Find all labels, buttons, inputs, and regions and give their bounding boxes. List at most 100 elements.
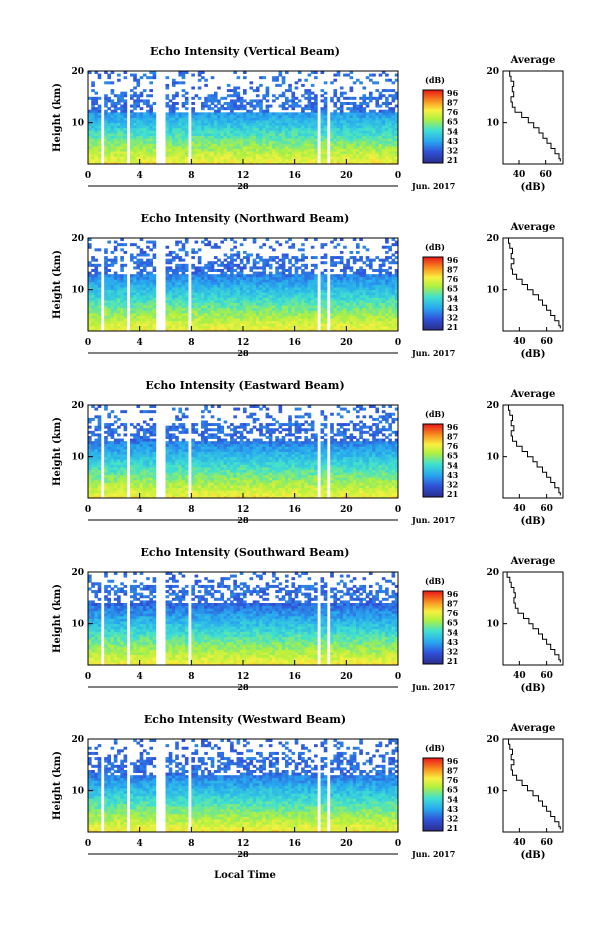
heatmap-cell [323, 318, 328, 322]
heatmap-cell [252, 107, 257, 111]
heatmap-cell [339, 122, 344, 126]
heatmap-cell [336, 243, 341, 247]
heatmap-cell [301, 83, 305, 87]
heatmap-cell [320, 243, 325, 247]
heatmap-cell [239, 292, 244, 296]
heatmap-cell [310, 294, 315, 298]
heatmap-cell [123, 250, 128, 254]
heatmap-cell [252, 140, 257, 144]
heatmap-cell [304, 320, 308, 324]
heatmap-cell [323, 138, 328, 142]
heatmap-cell [333, 161, 338, 165]
heatmap-cell [339, 148, 344, 152]
heatmap-cell [207, 127, 212, 131]
heatmap-cell [336, 294, 341, 298]
heatmap-cell [388, 292, 392, 296]
heatmap-cell [323, 81, 328, 85]
heatmap-cell [233, 112, 237, 116]
heatmap-cell [294, 156, 299, 160]
heatmap-cell [281, 148, 286, 152]
heatmap-cell [323, 256, 328, 260]
heatmap-cell [149, 71, 153, 74]
heatmap-cell [88, 323, 92, 327]
heatmap-cell [91, 325, 95, 329]
heatmap-cell [385, 305, 389, 309]
heatmap-cell [239, 312, 244, 316]
x-tick-label: 20 [340, 171, 353, 181]
heatmap-cell [184, 279, 189, 283]
heatmap-cell [385, 294, 389, 298]
heatmap-cell [323, 153, 328, 157]
heatmap-cell [288, 289, 292, 293]
heatmap-cell [381, 245, 386, 249]
heatmap-cell [339, 279, 344, 283]
heatmap-cell [352, 151, 357, 155]
heatmap-cell [181, 145, 186, 149]
heatmap-cell [352, 107, 357, 111]
heatmap-cell [259, 130, 263, 134]
x-tick-label: 8 [188, 171, 194, 181]
heatmap-cell [349, 269, 354, 272]
heatmap-cell [336, 138, 341, 142]
heatmap-cell [265, 127, 270, 131]
heatmap-cell [217, 287, 221, 291]
heatmap-cell [352, 284, 357, 288]
heatmap-cell [359, 96, 363, 100]
heatmap-cell [394, 120, 399, 124]
heatmap-cell [197, 127, 202, 131]
heatmap-cell [323, 300, 328, 303]
heatmap-cell [304, 112, 308, 116]
heatmap-cell [207, 328, 212, 332]
heatmap-cell [239, 279, 244, 283]
heatmap-cell [110, 430, 115, 434]
heatmap-cell [94, 438, 99, 442]
heatmap-cell [362, 112, 367, 116]
heatmap-cell [120, 297, 124, 301]
heatmap-cell [175, 135, 179, 139]
heatmap-cell [394, 117, 399, 121]
heatmap-cell [91, 269, 95, 272]
heatmap-cell [201, 292, 205, 296]
heatmap-cell [136, 99, 141, 103]
heatmap-cell [146, 276, 150, 280]
heatmap-cell [136, 148, 141, 152]
heatmap-cell [91, 297, 95, 301]
heatmap-cell [139, 312, 144, 316]
heatmap-cell [97, 469, 102, 473]
heatmap-cell [252, 148, 257, 152]
heatmap-cell [213, 148, 218, 152]
heatmap-cell [97, 477, 102, 481]
heatmap-cell [268, 320, 273, 324]
heatmap-cell [372, 305, 376, 309]
heatmap-cell [252, 292, 257, 296]
heatmap-cell [210, 276, 215, 280]
heatmap-cell [88, 454, 92, 458]
heatmap-cell [233, 148, 237, 152]
heatmap-cell [255, 256, 260, 260]
heatmap-cell [252, 114, 257, 118]
heatmap-cell [113, 328, 118, 332]
heatmap-cell [91, 156, 95, 160]
heatmap-cell [220, 271, 225, 275]
heatmap-cell [175, 161, 179, 165]
heatmap-cell [104, 279, 108, 283]
heatmap-cell [236, 104, 241, 108]
heatmap-cell [104, 477, 108, 481]
heatmap-cell [210, 261, 215, 265]
heatmap-cell [343, 307, 347, 311]
heatmap-cell [233, 133, 237, 136]
heatmap-cell [288, 305, 292, 309]
heatmap-cell [133, 320, 137, 324]
heatmap-cell [97, 459, 102, 463]
heatmap-cell [320, 284, 325, 288]
heatmap-cell [142, 318, 147, 322]
heatmap-cell [284, 294, 289, 298]
heatmap-cell [262, 156, 267, 160]
heatmap-cell [194, 276, 199, 280]
heatmap-cell [333, 294, 338, 298]
heatmap-cell [349, 300, 354, 303]
heatmap-cell [262, 120, 267, 124]
heatmap-cell [233, 94, 237, 98]
heatmap-cell [223, 307, 228, 311]
heatmap-cell [336, 122, 341, 126]
